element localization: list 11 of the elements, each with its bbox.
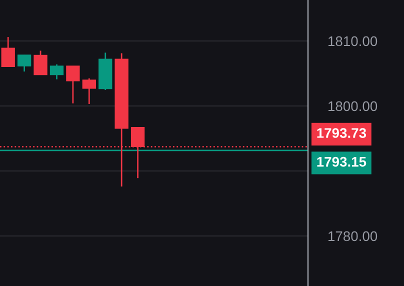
candlestick bbox=[1, 36, 15, 68]
ref-line-label: 1793.73 bbox=[317, 128, 366, 138]
y-tick-label: 1810.00 bbox=[328, 36, 378, 46]
candlestick bbox=[17, 54, 32, 72]
y-tick-label: 1780.00 bbox=[328, 231, 378, 242]
ref-line-label: 1793.15 bbox=[317, 156, 366, 167]
candlestick bbox=[34, 50, 48, 76]
candlestick bbox=[50, 64, 64, 80]
y-tick-label: 1800.00 bbox=[328, 101, 378, 112]
candlestick bbox=[82, 78, 96, 105]
candlestick bbox=[66, 65, 80, 104]
